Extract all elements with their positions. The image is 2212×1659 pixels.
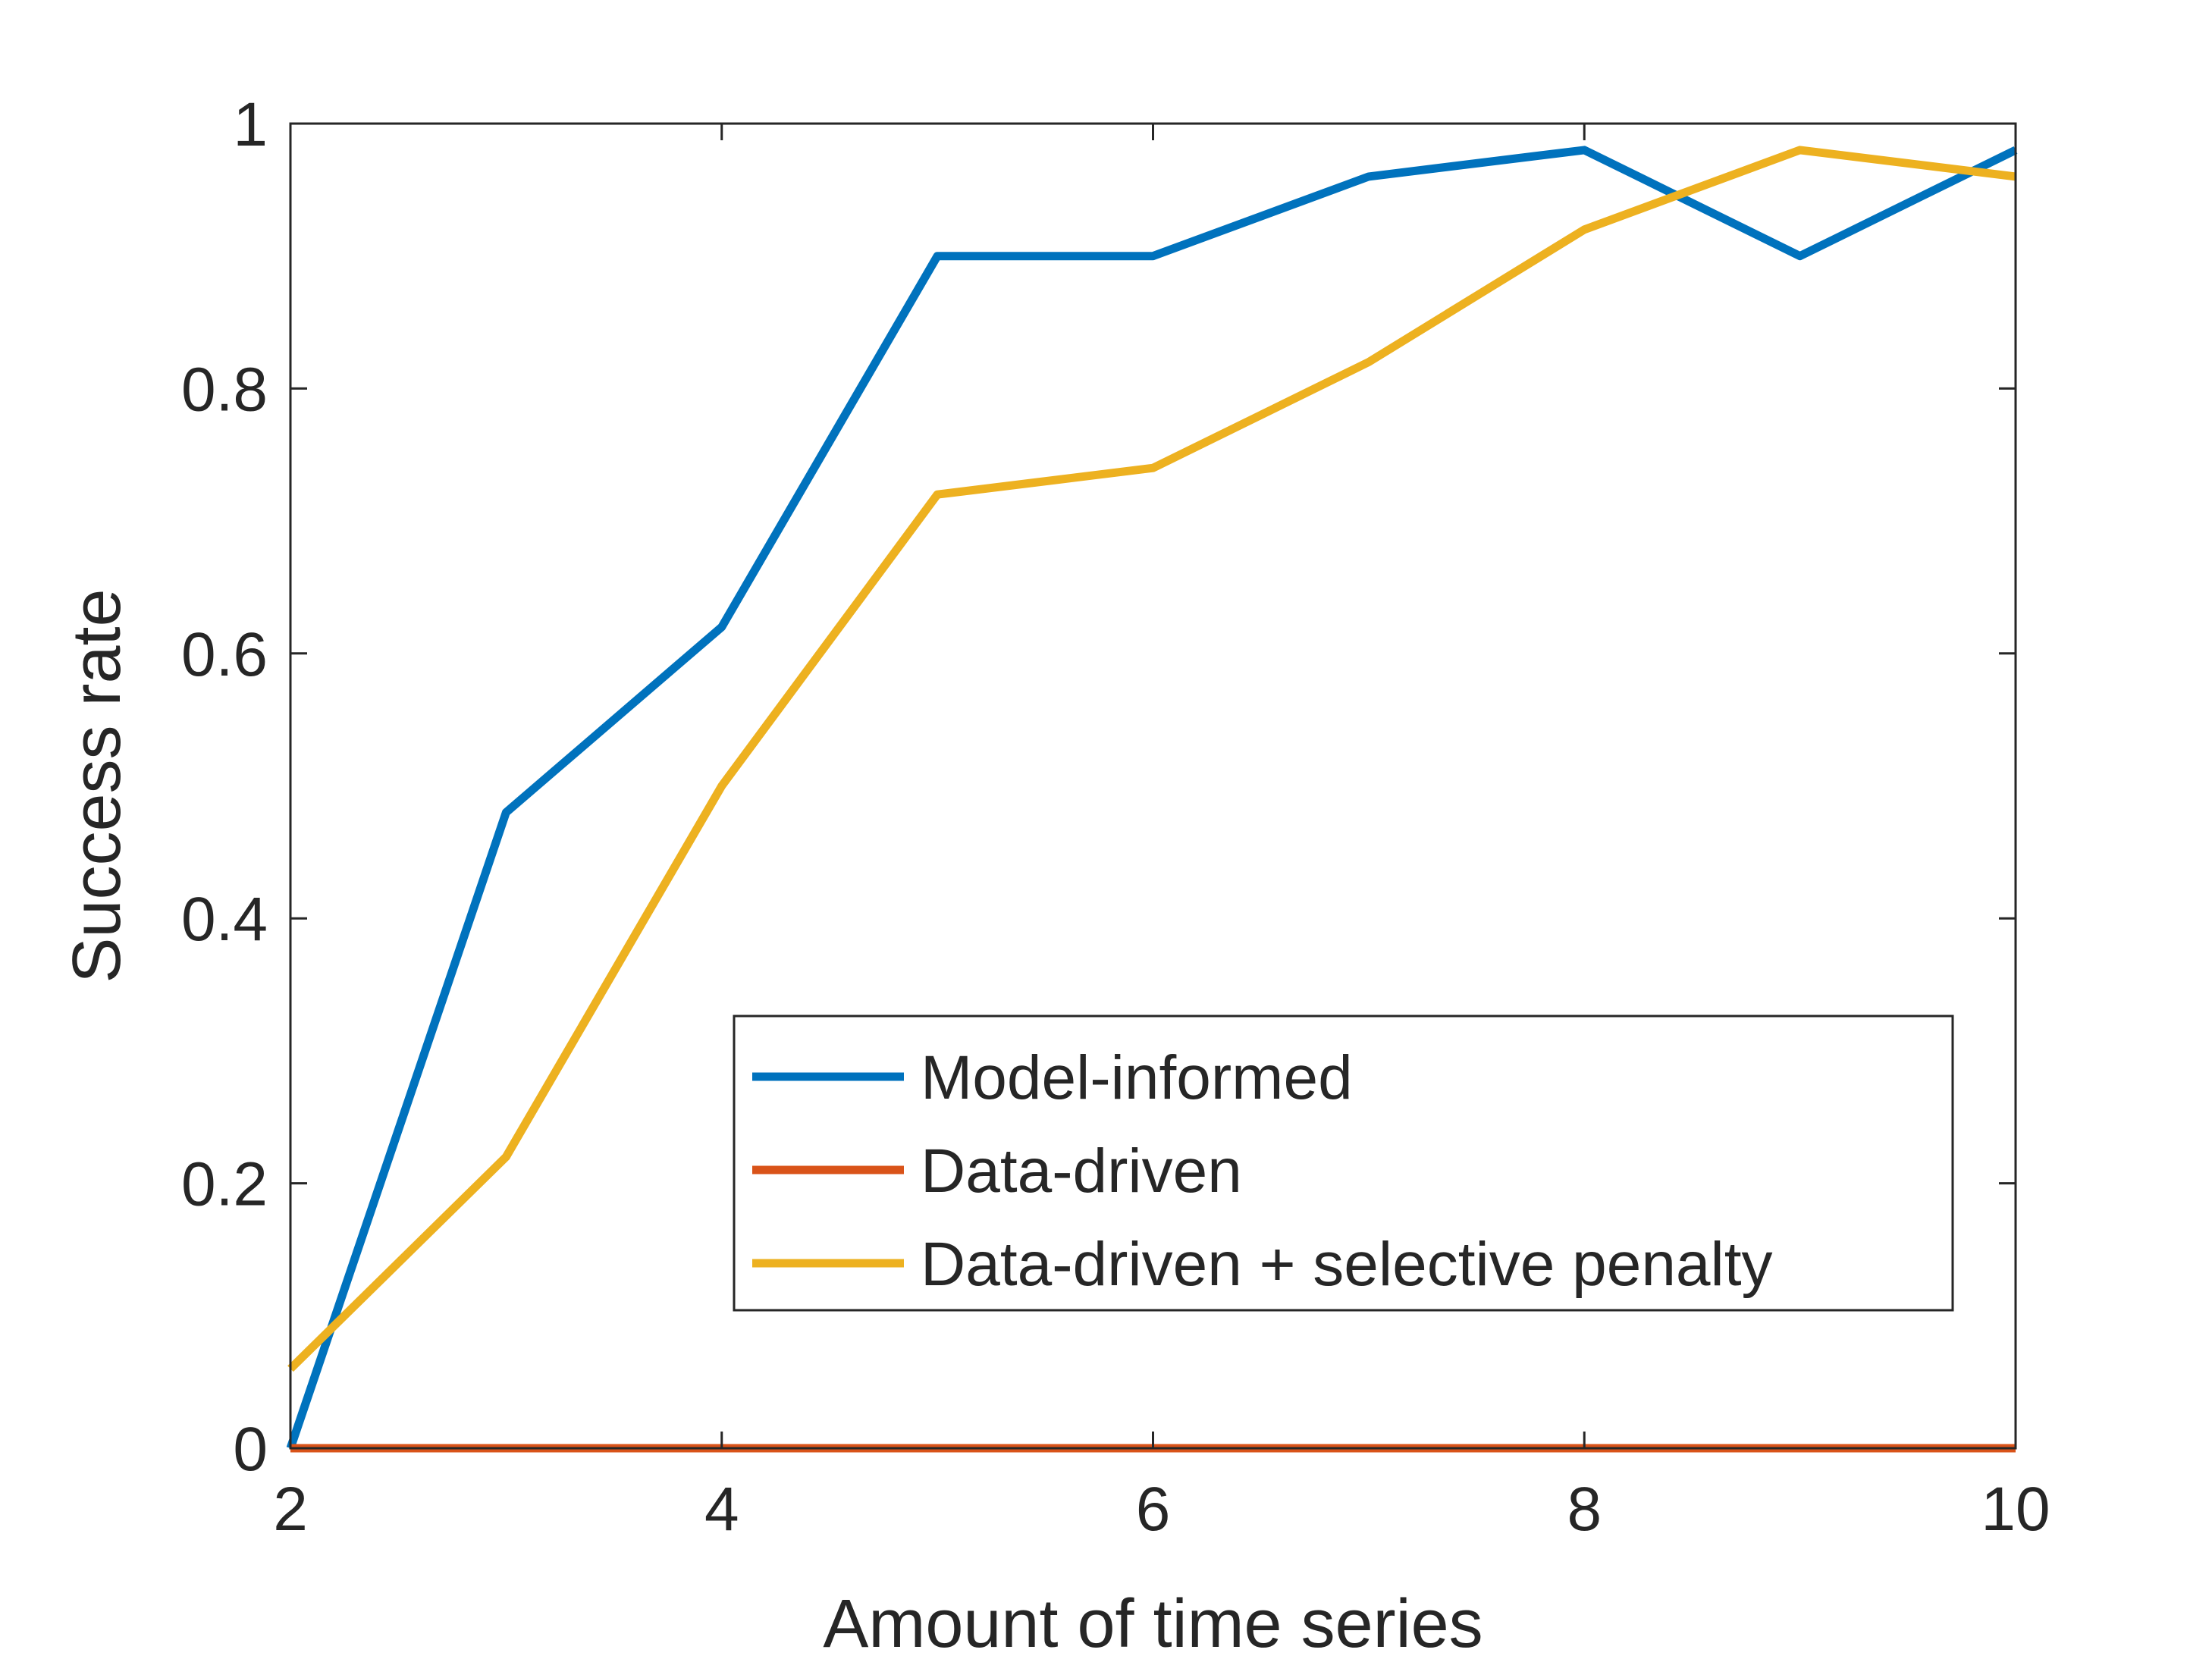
y-tick-label: 0.8 [181,355,268,424]
x-tick-label: 2 [273,1475,308,1544]
y-tick-label: 0.2 [181,1150,268,1219]
x-tick-label: 8 [1567,1475,1602,1544]
chart-axes: 2 4 6 8 10 0 0.2 0.4 0.6 0.8 1 [181,90,2050,1544]
x-tick-label: 6 [1136,1475,1171,1544]
x-tick-label: 10 [1981,1475,2050,1544]
y-tick-label: 0 [233,1415,268,1484]
legend-box [733,1015,1954,1312]
legend-label-3: Data-driven + selective penalty [921,1230,1773,1299]
y-tick-label: 0.6 [181,620,268,689]
y-tick-label: 1 [233,90,268,159]
y-tick-label: 0.4 [181,885,268,954]
series-line-1 [286,146,2018,1450]
x-tick-label: 4 [704,1475,739,1544]
series-line-3 [287,146,2016,1372]
chart-legend: Model-informed Data-driven Data-driven + s… [733,1015,1954,1312]
legend-label-2: Data-driven [921,1137,1242,1206]
x-axis-label: Amount of time series [823,1586,1483,1659]
y-axis-label: Success rate [59,588,135,983]
legend-label-1: Model-informed [921,1043,1353,1112]
